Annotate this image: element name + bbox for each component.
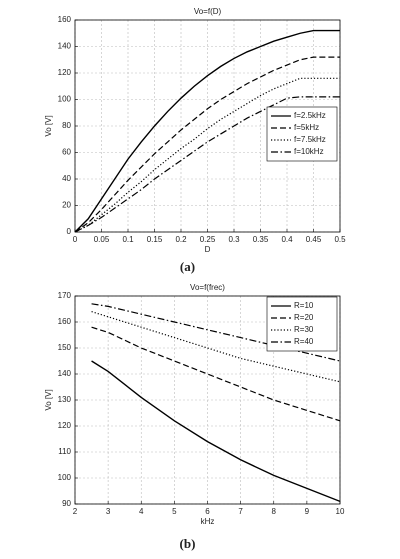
x-tick-label: 7: [238, 507, 243, 516]
x-tick-label: 0.35: [253, 235, 269, 244]
series-line: [74, 77, 340, 233]
caption: (a): [180, 259, 195, 274]
legend-label: f=2.5kHz: [294, 111, 326, 120]
x-tick-label: 0.4: [281, 235, 293, 244]
y-tick-label: 140: [58, 42, 72, 51]
legend-label: f=5kHz: [294, 123, 319, 132]
x-tick-label: 0.05: [94, 235, 110, 244]
y-tick-label: 120: [58, 421, 72, 430]
y-tick-label: 60: [62, 148, 71, 157]
legend-label: f=7.5kHz: [294, 135, 326, 144]
y-tick-label: 170: [58, 291, 72, 300]
y-tick-label: 120: [58, 68, 72, 77]
y-tick-label: 20: [62, 201, 71, 210]
y-tick-label: 160: [58, 317, 72, 326]
y-axis-label: Vo [V]: [44, 115, 53, 136]
legend-label: R=10: [294, 301, 314, 310]
x-tick-label: 0.15: [147, 235, 163, 244]
x-tick-label: 9: [305, 507, 310, 516]
x-tick-label: 10: [336, 507, 345, 516]
series-line: [91, 311, 341, 383]
y-axis-label: Vo [V]: [44, 389, 53, 410]
x-tick-label: 3: [106, 507, 111, 516]
y-tick-label: 160: [58, 15, 72, 24]
y-tick-label: 80: [62, 121, 71, 130]
legend-label: R=30: [294, 325, 314, 334]
y-tick-label: 40: [62, 174, 71, 183]
legend-label: f=10kHz: [294, 147, 324, 156]
series-line: [91, 303, 341, 362]
chart-title: Vo=f(D): [194, 7, 222, 16]
x-tick-label: 6: [205, 507, 210, 516]
axes-frame: [74, 19, 341, 233]
legend-label: R=20: [294, 313, 314, 322]
x-tick-label: 0.25: [200, 235, 216, 244]
x-tick-label: 0.5: [334, 235, 346, 244]
axes-frame: [74, 295, 341, 505]
y-tick-label: 150: [58, 343, 72, 352]
x-tick-label: 0.1: [122, 235, 134, 244]
y-tick-label: 100: [58, 473, 72, 482]
x-tick-label: 8: [272, 507, 277, 516]
x-axis-label: D: [205, 245, 211, 254]
x-tick-label: 4: [139, 507, 144, 516]
chart-title: Vo=f(frec): [190, 283, 225, 292]
series-line: [91, 360, 341, 503]
y-tick-label: 100: [58, 95, 72, 104]
caption: (b): [180, 536, 196, 551]
x-tick-label: 5: [172, 507, 177, 516]
series-line: [74, 56, 340, 233]
y-tick-label: 140: [58, 369, 72, 378]
x-tick-label: 0.2: [175, 235, 187, 244]
series-line: [74, 29, 340, 233]
x-tick-label: 0.3: [228, 235, 240, 244]
legend-label: R=40: [294, 337, 314, 346]
x-tick-label: 2: [73, 507, 78, 516]
x-axis-label: kHz: [201, 517, 215, 526]
y-tick-label: 130: [58, 395, 72, 404]
y-tick-label: 90: [62, 499, 71, 508]
series-line: [74, 96, 340, 233]
x-tick-label: 0.45: [306, 235, 322, 244]
y-tick-label: 110: [58, 447, 71, 456]
series-line: [91, 326, 341, 422]
x-tick-label: 0: [73, 235, 78, 244]
y-tick-label: 0: [67, 227, 72, 236]
